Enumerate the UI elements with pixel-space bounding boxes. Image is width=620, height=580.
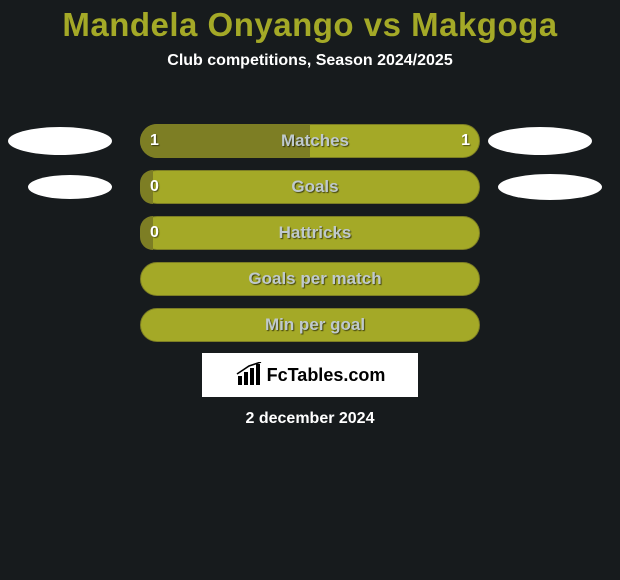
right-ellipse [488,127,592,155]
stat-row: 0Hattricks [0,210,620,256]
bar-wrap: 0Hattricks [140,216,480,250]
stat-rows: 11Matches 0Goals 0Hattricks Goals per match… [0,118,620,348]
bar-label: Goals per match [140,262,480,296]
bar-wrap: 0Goals [140,170,480,204]
stat-row: 0Goals [0,164,620,210]
left-ellipse [8,127,112,155]
date-text: 2 december 2024 [0,410,620,428]
branding-text: FcTables.com [267,365,386,386]
branding-box: FcTables.com [202,353,418,397]
left-ellipse [28,175,112,199]
bar-wrap: Min per goal [140,308,480,342]
stat-row: 11Matches [0,118,620,164]
bar-label: Hattricks [140,216,480,250]
bar-label: Min per goal [140,308,480,342]
stat-row: Min per goal [0,302,620,348]
bar-label: Goals [140,170,480,204]
right-ellipse [498,174,602,200]
bar-wrap: 11Matches [140,124,480,158]
stat-row: Goals per match [0,256,620,302]
chart-icon [235,362,263,388]
chart-container: Mandela Onyango vs Makgoga Club competit… [0,0,620,580]
bar-label: Matches [140,124,480,158]
bar-wrap: Goals per match [140,262,480,296]
subtitle: Club competitions, Season 2024/2025 [0,52,620,70]
page-title: Mandela Onyango vs Makgoga [0,0,620,44]
